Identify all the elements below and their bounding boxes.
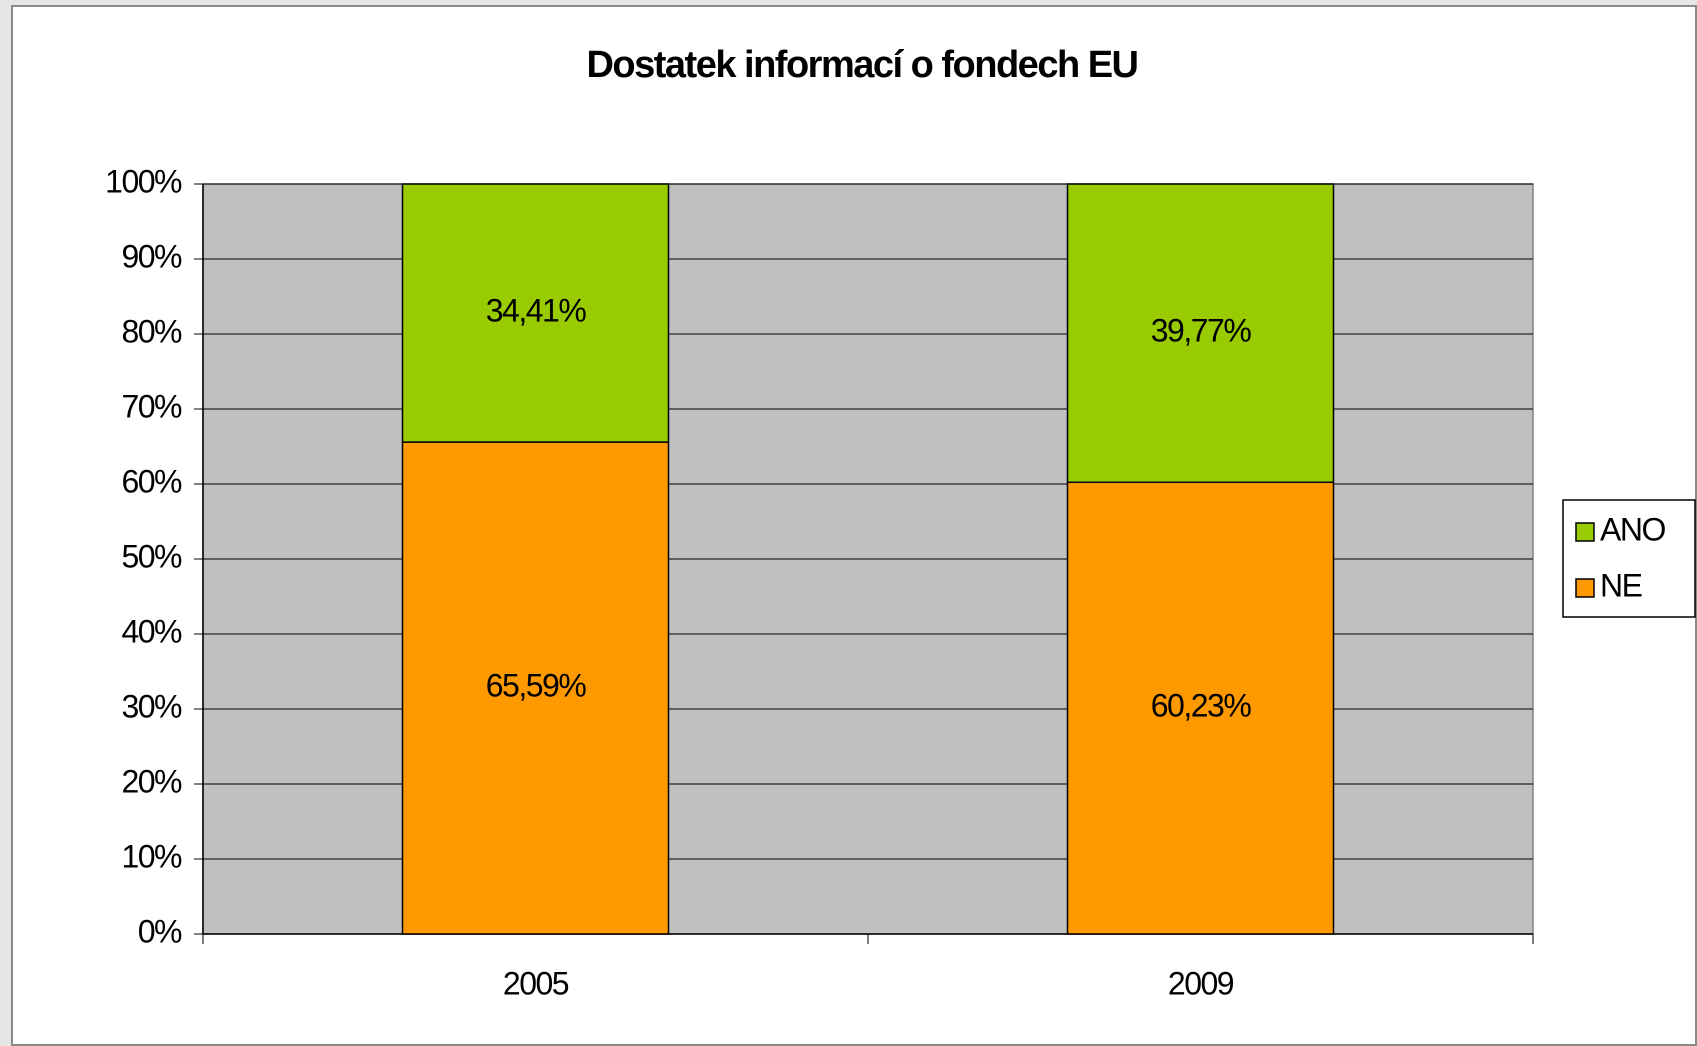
- y-tick-label: 100%: [105, 163, 182, 199]
- data-label: 39,77%: [1151, 313, 1252, 349]
- bar-segment: [1066, 183, 1335, 484]
- y-tick-label: 80%: [121, 313, 182, 349]
- data-label: 65,59%: [486, 667, 587, 703]
- legend-label: ANO: [1600, 511, 1665, 547]
- data-label: 60,23%: [1151, 688, 1252, 724]
- y-tick-label: 50%: [121, 538, 182, 574]
- x-tick-label: 2005: [503, 965, 569, 1001]
- x-tick-label: 2009: [1168, 965, 1234, 1001]
- y-tick-label: 70%: [121, 388, 182, 424]
- y-tick-label: 40%: [121, 613, 182, 649]
- legend-label: NE: [1600, 567, 1642, 603]
- legend-swatch: [1575, 578, 1595, 598]
- y-tick-label: 60%: [121, 463, 182, 499]
- bar-segment: [401, 441, 670, 935]
- y-tick-label: 20%: [121, 763, 182, 799]
- y-tick-label: 90%: [121, 238, 182, 274]
- y-tick-label: 10%: [121, 838, 182, 874]
- legend-swatch: [1575, 522, 1595, 542]
- y-tick-label: 30%: [121, 688, 182, 724]
- bar-segment: [401, 183, 670, 443]
- data-label: 34,41%: [486, 292, 587, 328]
- chart-title: Dostatek informací o fondech EU: [586, 44, 1137, 86]
- bar-segment: [1066, 481, 1335, 935]
- y-tick-label: 0%: [138, 913, 182, 949]
